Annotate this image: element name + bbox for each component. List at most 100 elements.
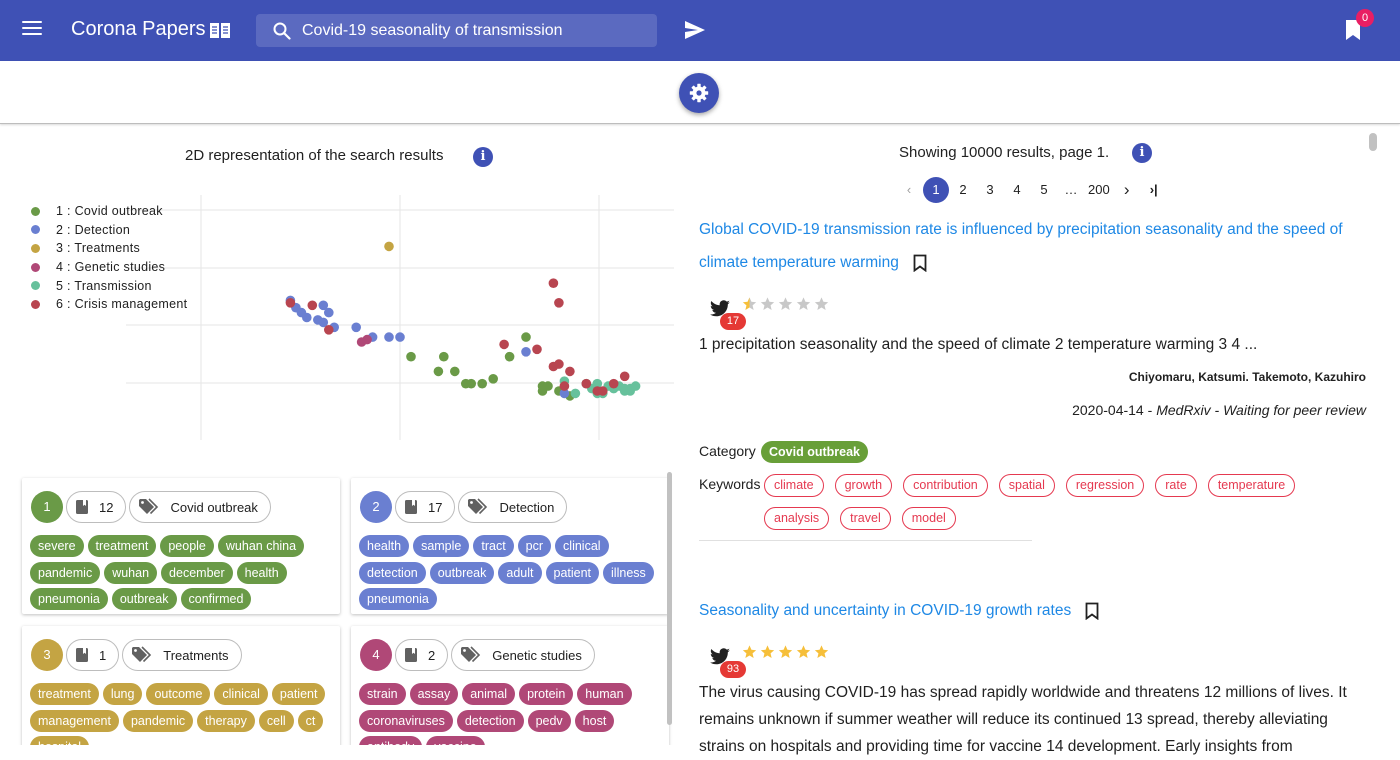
scatter-point[interactable] bbox=[619, 371, 630, 382]
keyword-chip[interactable]: contribution bbox=[903, 474, 988, 497]
cluster-word-chip[interactable]: coronaviruses bbox=[359, 709, 453, 732]
scatter-point[interactable] bbox=[554, 359, 564, 369]
cluster-word-chip[interactable]: treatment bbox=[30, 683, 99, 705]
send-icon[interactable] bbox=[684, 20, 706, 40]
cluster-word-chip[interactable]: host bbox=[574, 709, 615, 732]
scatter-point[interactable] bbox=[450, 366, 460, 377]
scatter-point[interactable] bbox=[466, 378, 477, 389]
cluster-word-chip[interactable]: outbreak bbox=[111, 588, 177, 611]
cluster-word-chip[interactable]: management bbox=[30, 709, 119, 732]
scatter-point[interactable] bbox=[521, 347, 531, 357]
prev-page-button[interactable]: ‹ bbox=[906, 182, 912, 197]
bookmark-outline-icon[interactable] bbox=[1085, 602, 1099, 620]
scatter-point[interactable] bbox=[302, 312, 312, 323]
keyword-chip[interactable]: growth bbox=[834, 474, 893, 497]
paper-title-text[interactable]: Seasonality and uncertainty in COVID-19 … bbox=[699, 602, 1072, 619]
cluster-word-chip[interactable]: antibody bbox=[359, 736, 423, 745]
scatter-point[interactable] bbox=[318, 300, 329, 311]
scatter-point[interactable] bbox=[384, 332, 394, 342]
cluster-word-chip[interactable]: illness bbox=[603, 561, 654, 584]
legend-item[interactable]: 1 : Covid outbreak bbox=[31, 202, 187, 221]
cluster-count-chip[interactable]: 12 bbox=[66, 491, 127, 523]
scatter-point[interactable] bbox=[433, 366, 444, 377]
cluster-word-chip[interactable]: detection bbox=[359, 561, 426, 584]
bookmark-outline-icon[interactable] bbox=[913, 254, 927, 272]
menu-icon[interactable] bbox=[22, 21, 42, 37]
cluster-word-chip[interactable]: ct bbox=[297, 709, 324, 732]
cluster-word-chip[interactable]: adult bbox=[498, 561, 542, 584]
category-chip[interactable]: Covid outbreak bbox=[761, 441, 868, 463]
settings-button[interactable] bbox=[679, 73, 719, 113]
cluster-word-chip[interactable]: confirmed bbox=[180, 588, 252, 611]
cluster-word-chip[interactable]: tract bbox=[473, 535, 514, 557]
cluster-card[interactable]: 2 17 Detection health sample tract pcr clinical… bbox=[351, 478, 669, 614]
cluster-word-chip[interactable]: patient bbox=[545, 561, 600, 584]
scatter-point[interactable] bbox=[537, 386, 548, 396]
chart-info-icon[interactable]: i bbox=[473, 147, 493, 167]
keyword-chip[interactable]: rate bbox=[1155, 474, 1197, 497]
cluster-word-chip[interactable]: animal bbox=[462, 683, 516, 705]
scatter-point[interactable] bbox=[559, 381, 570, 391]
cluster-word-chip[interactable]: people bbox=[160, 535, 214, 557]
cluster-number[interactable]: 1 bbox=[31, 491, 63, 523]
cluster-word-chip[interactable]: assay bbox=[409, 683, 459, 705]
cluster-number[interactable]: 2 bbox=[360, 491, 392, 523]
cluster-word-chip[interactable]: pneumonia bbox=[359, 588, 437, 611]
last-page-button[interactable]: ›| bbox=[1149, 182, 1158, 197]
cluster-count-chip[interactable]: 17 bbox=[395, 491, 456, 523]
cluster-word-chip[interactable]: strain bbox=[359, 683, 406, 705]
cluster-word-chip[interactable]: pneumonia bbox=[30, 588, 108, 611]
cluster-word-chip[interactable]: pandemic bbox=[30, 561, 101, 584]
legend-item[interactable]: 5 : Transmission bbox=[31, 276, 187, 295]
cluster-word-chip[interactable]: health bbox=[236, 561, 287, 584]
cluster-word-chip[interactable]: sample bbox=[413, 535, 470, 557]
legend-item[interactable]: 3 : Treatments bbox=[31, 239, 187, 258]
results-scrollbar[interactable] bbox=[1369, 133, 1377, 151]
cluster-card[interactable]: 1 12 Covid outbreak severe treatment people wu… bbox=[22, 478, 340, 614]
scatter-point[interactable] bbox=[548, 278, 559, 288]
cluster-word-chip[interactable]: december bbox=[161, 561, 233, 584]
scatter-point[interactable] bbox=[439, 351, 449, 362]
cluster-word-chip[interactable]: clinical bbox=[214, 683, 268, 705]
cluster-word-chip[interactable]: vaccine bbox=[426, 736, 485, 745]
cluster-scrollbar[interactable] bbox=[667, 472, 672, 725]
cluster-number[interactable]: 3 bbox=[31, 639, 63, 671]
scatter-point[interactable] bbox=[499, 339, 509, 350]
cluster-word-chip[interactable]: wuhan china bbox=[217, 535, 305, 557]
cluster-word-chip[interactable]: lung bbox=[102, 683, 143, 705]
next-page-button[interactable]: › bbox=[1123, 180, 1130, 199]
scatter-point[interactable] bbox=[356, 337, 367, 347]
page-button[interactable]: 1 bbox=[923, 177, 949, 203]
paper-title-link[interactable]: Global COVID-19 transmission rate is inf… bbox=[699, 213, 1369, 279]
scatter-point[interactable] bbox=[630, 381, 641, 391]
cluster-count-chip[interactable]: 2 bbox=[395, 639, 449, 671]
scatter-point[interactable] bbox=[570, 388, 581, 399]
cluster-word-chip[interactable]: pandemic bbox=[122, 709, 194, 732]
bookmarks-icon[interactable] bbox=[1344, 19, 1362, 41]
search-icon[interactable] bbox=[273, 22, 291, 40]
scatter-point[interactable] bbox=[554, 298, 564, 308]
page-button[interactable]: 5 bbox=[1040, 182, 1048, 197]
scatter-point[interactable] bbox=[324, 325, 334, 335]
scatter-point[interactable] bbox=[488, 374, 499, 384]
scatter-point[interactable] bbox=[351, 322, 362, 333]
cluster-word-chip[interactable]: detection bbox=[456, 709, 524, 732]
scatter-point[interactable] bbox=[598, 386, 608, 396]
results-info-icon[interactable]: i bbox=[1132, 143, 1152, 163]
keyword-chip[interactable]: temperature bbox=[1207, 474, 1296, 497]
scatter-point[interactable] bbox=[608, 378, 619, 389]
cluster-word-chip[interactable]: severe bbox=[30, 535, 84, 557]
keyword-chip[interactable]: regression bbox=[1065, 474, 1145, 497]
search-input[interactable] bbox=[302, 20, 642, 42]
paper-title-link[interactable]: Seasonality and uncertainty in COVID-19 … bbox=[699, 594, 1369, 627]
cluster-word-chip[interactable]: outbreak bbox=[429, 561, 495, 584]
cluster-name-chip[interactable]: Treatments bbox=[122, 639, 242, 671]
cluster-number[interactable]: 4 bbox=[360, 639, 392, 671]
scatter-plot[interactable] bbox=[0, 190, 680, 460]
legend-item[interactable]: 4 : Genetic studies bbox=[31, 258, 187, 277]
cluster-name-chip[interactable]: Covid outbreak bbox=[129, 491, 271, 523]
cluster-word-chip[interactable]: health bbox=[359, 535, 410, 557]
keyword-chip[interactable]: model bbox=[901, 507, 956, 530]
paper-title-text[interactable]: Global COVID-19 transmission rate is inf… bbox=[699, 221, 1343, 271]
scatter-point[interactable] bbox=[285, 298, 296, 308]
